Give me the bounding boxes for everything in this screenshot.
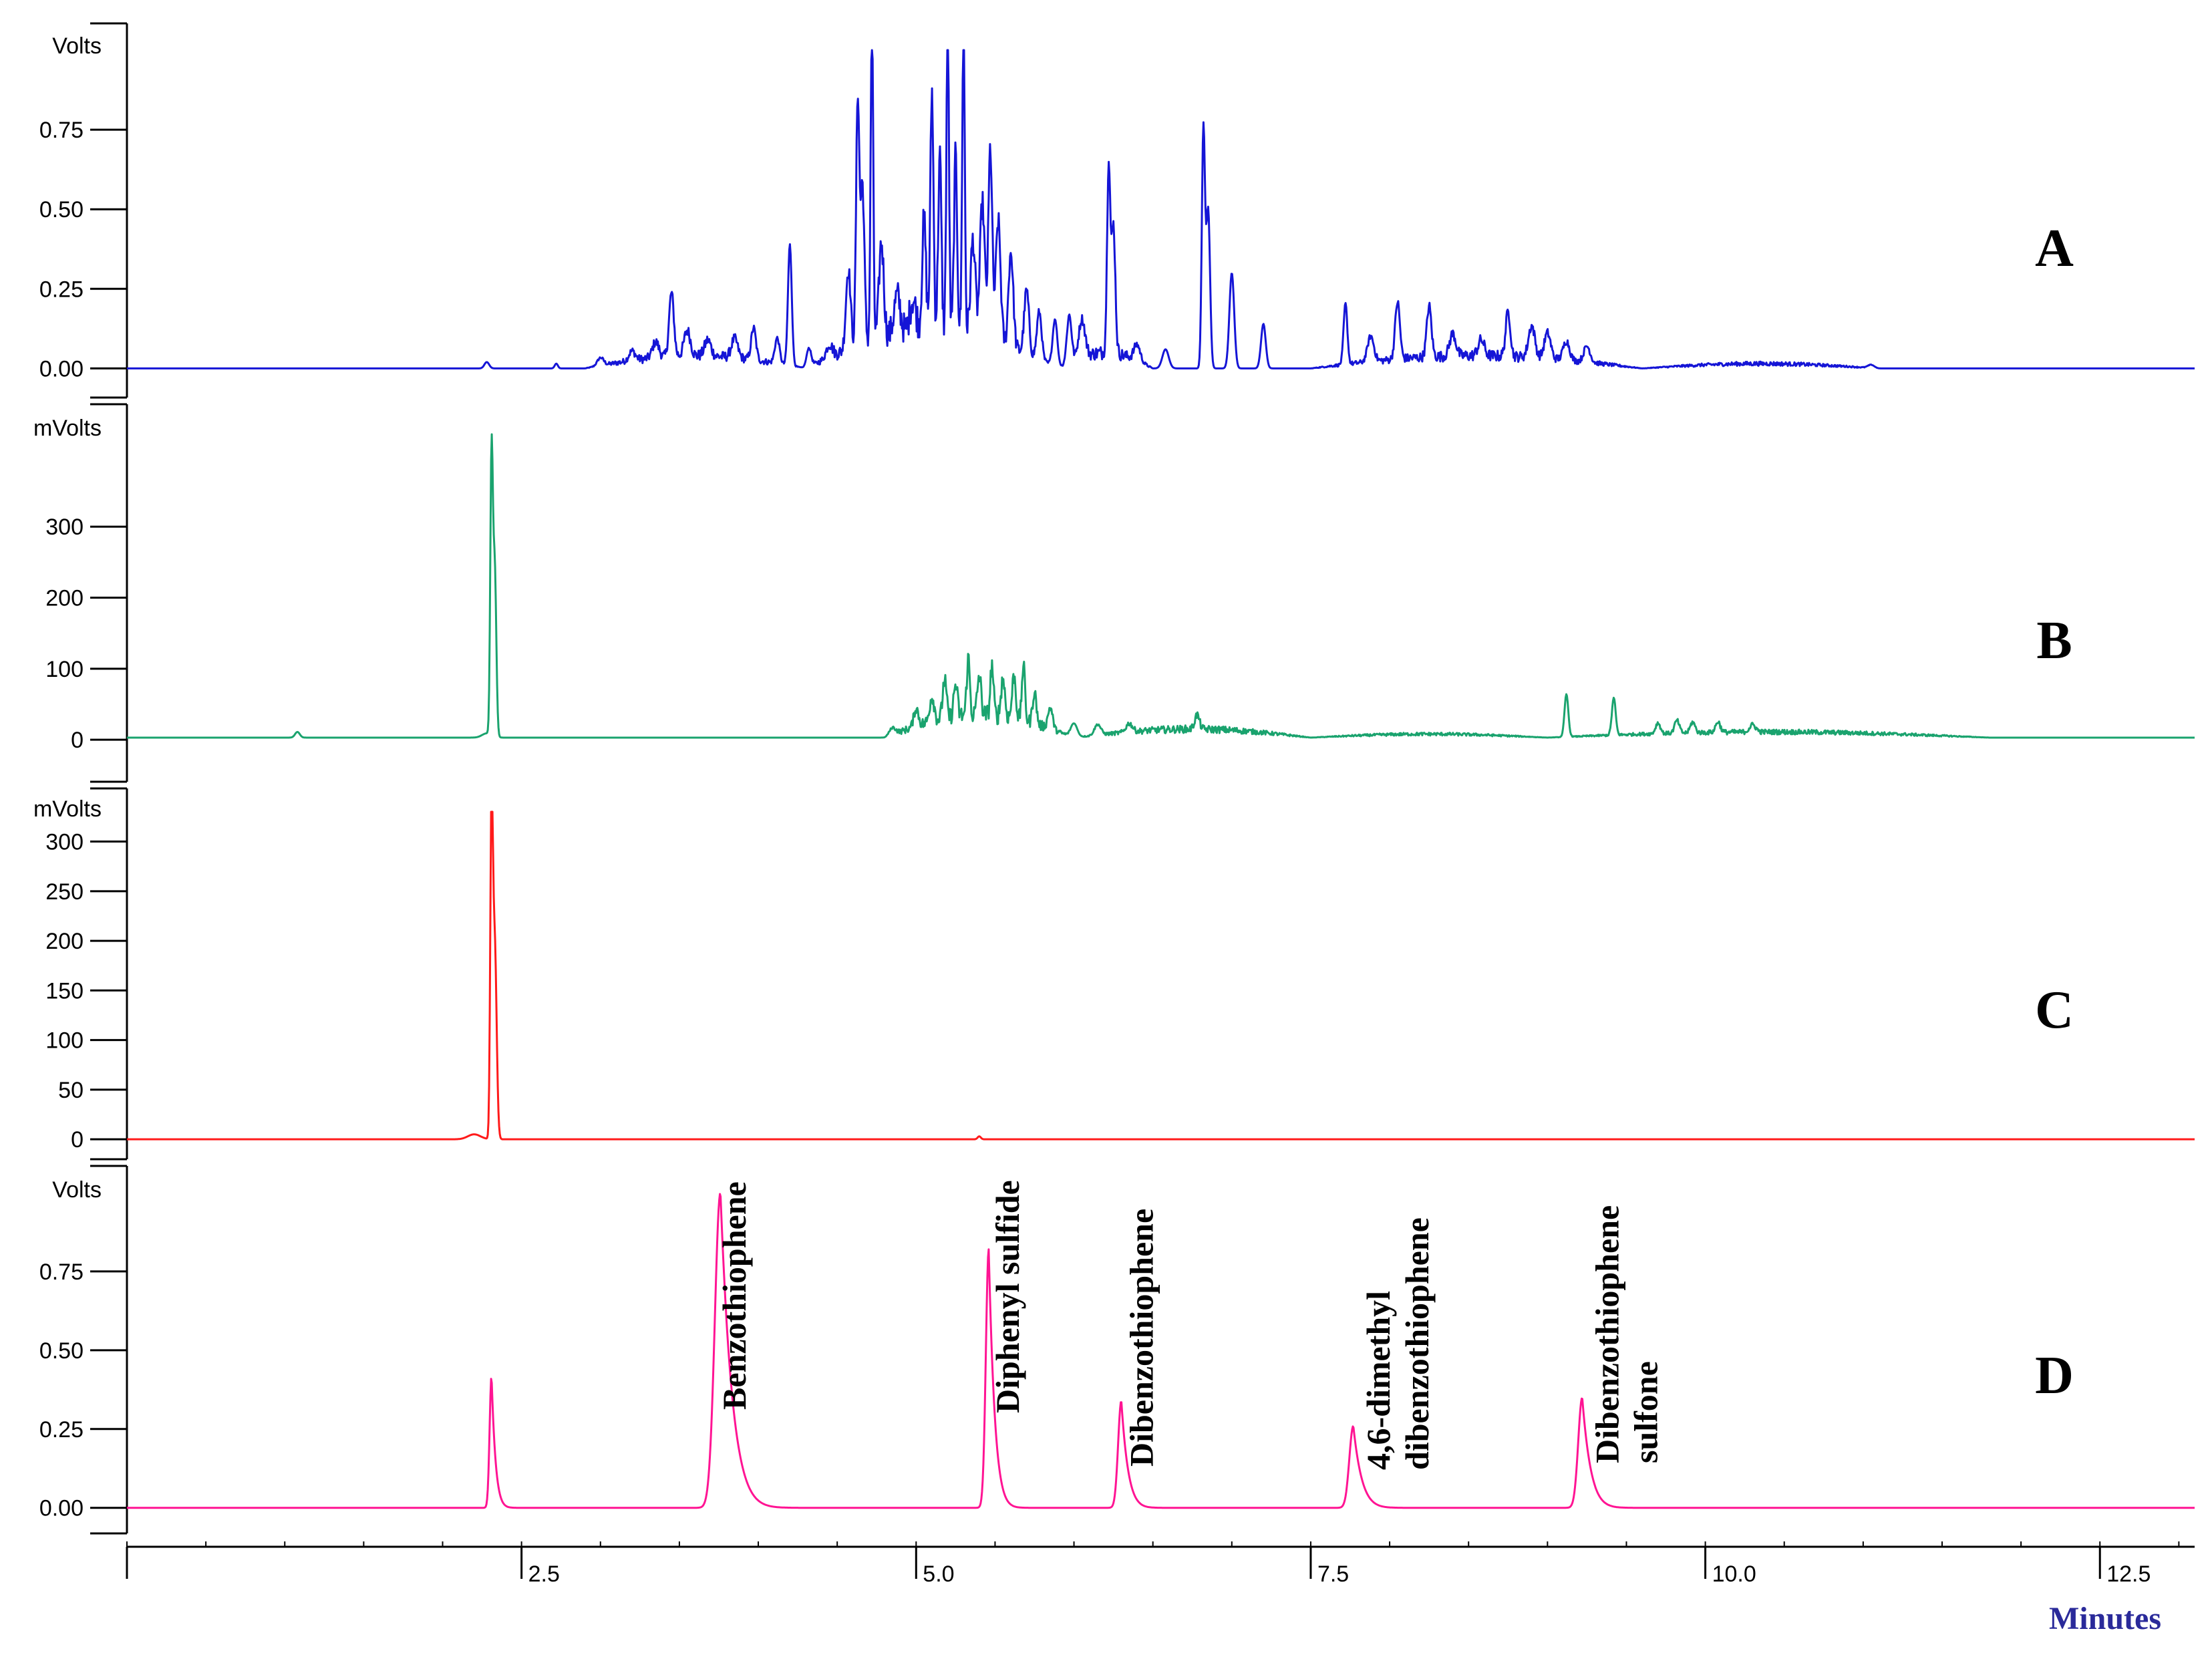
- panel-letter: A: [2035, 219, 2074, 278]
- compound-annotation: Benzothiophene: [716, 1181, 753, 1410]
- trace-a: [126, 49, 2195, 369]
- compound-label: Benzothiophene: [716, 1181, 753, 1410]
- panel-c: mVolts 0 50 100 150 200 250 300 C: [33, 787, 2195, 1161]
- compound-annotation: 4,6-dimethyl dibenzothiophene: [1360, 1217, 1436, 1470]
- panel-a: Volts 0.00 0.25 0.50 0.75 A: [39, 22, 2195, 399]
- y-tick-label: 200: [45, 929, 84, 954]
- y-tick-label: 0.25: [39, 277, 84, 302]
- y-tick-label: 0: [71, 728, 84, 753]
- compound-annotation: Dibenzothiophene sulfone: [1589, 1205, 1665, 1463]
- y-tick-label: 100: [45, 657, 84, 682]
- y-tick-label: 50: [58, 1078, 84, 1103]
- y-unit-label: mVolts: [33, 416, 102, 441]
- y-tick-label: 250: [45, 879, 84, 905]
- x-tick-label: 12.5: [2106, 1561, 2151, 1587]
- compound-label: dibenzothiophene: [1398, 1217, 1436, 1470]
- x-tick-label: 10.0: [1712, 1561, 1756, 1587]
- panel-letter: B: [2036, 611, 2072, 670]
- panel-letter: D: [2035, 1346, 2074, 1405]
- x-axis: 2.5 5.0 7.5 10.0 12.5 Minutes: [126, 1541, 2195, 1636]
- compound-label: Dibenzothiophene: [1589, 1205, 1626, 1463]
- trace-c: [126, 810, 2195, 1141]
- trace-d: [126, 1193, 2195, 1509]
- x-tick-label: 5.0: [923, 1561, 954, 1587]
- y-tick-label: 0.75: [39, 118, 84, 143]
- y-tick-label: 100: [45, 1028, 84, 1054]
- y-unit-label: Volts: [52, 1177, 102, 1203]
- y-tick-label: 200: [45, 586, 84, 611]
- y-tick-label: 0.00: [39, 356, 84, 382]
- x-axis-title: Minutes: [2049, 1601, 2161, 1636]
- compound-label: Dibenzothiophene: [1123, 1209, 1160, 1467]
- y-tick-label: 300: [45, 830, 84, 855]
- compound-annotation: Diphenyl sulfide: [989, 1180, 1026, 1413]
- compound-annotation: Dibenzothiophene: [1123, 1209, 1160, 1467]
- y-tick-label: 150: [45, 978, 84, 1004]
- panel-d: Volts 0.00 0.25 0.50 0.75 D: [39, 1165, 2195, 1535]
- y-tick-label: 0: [71, 1127, 84, 1153]
- y-tick-label: 0.25: [39, 1417, 84, 1443]
- y-tick-label: 0.00: [39, 1496, 84, 1521]
- panel-letter: C: [2035, 981, 2074, 1040]
- compound-label: sulfone: [1627, 1361, 1665, 1463]
- y-tick-label: 0.75: [39, 1259, 84, 1285]
- x-tick-label: 7.5: [1317, 1561, 1349, 1587]
- compound-label: Diphenyl sulfide: [989, 1180, 1026, 1413]
- compound-label: 4,6-dimethyl: [1360, 1291, 1397, 1470]
- trace-b: [126, 433, 2195, 739]
- y-unit-label: mVolts: [33, 796, 102, 822]
- panel-b: mVolts 0 100 200 300 B: [33, 403, 2195, 783]
- x-tick-label: 2.5: [528, 1561, 560, 1587]
- y-unit-label: Volts: [52, 33, 102, 59]
- y-tick-label: 0.50: [39, 1338, 84, 1364]
- y-tick-label: 0.50: [39, 197, 84, 222]
- y-tick-label: 300: [45, 514, 84, 540]
